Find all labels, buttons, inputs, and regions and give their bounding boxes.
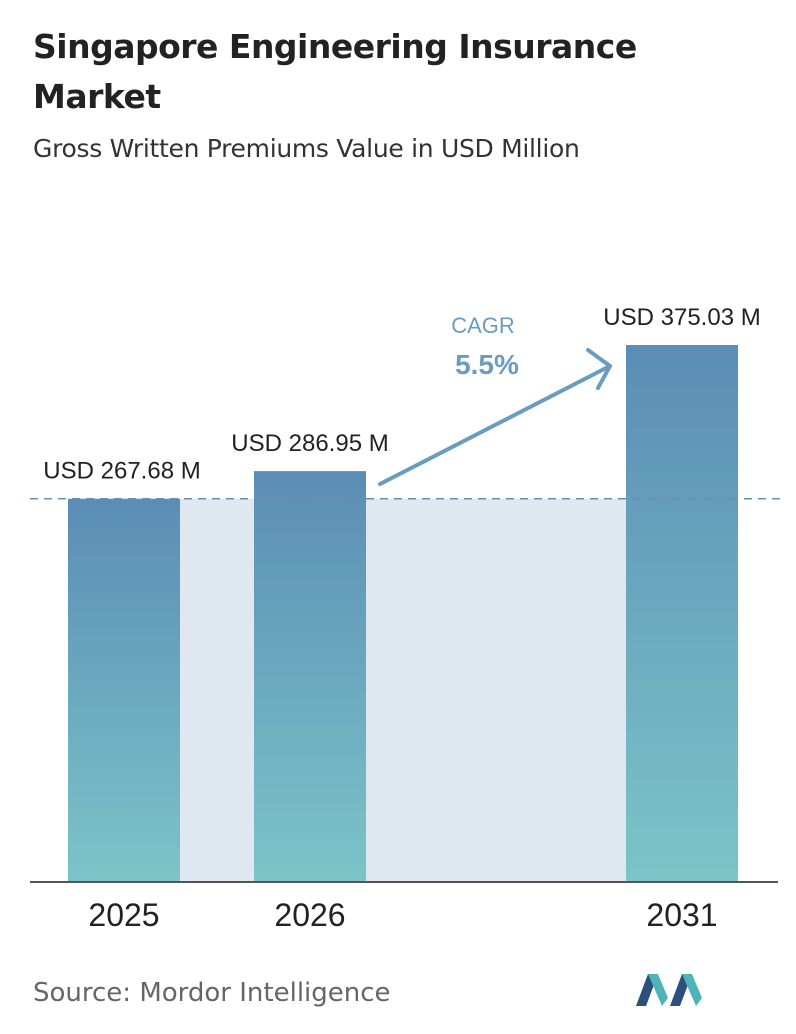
bar-2031	[626, 345, 738, 882]
x-tick-2026: 2026	[274, 897, 345, 933]
shaded-bands	[180, 498, 626, 882]
x-tick-2025: 2025	[88, 897, 159, 933]
mordor-intelligence-logo-icon	[636, 974, 702, 1006]
bar-2025	[68, 498, 180, 882]
cagr-label: CAGR	[451, 313, 515, 338]
cagr-arrow-head	[586, 348, 612, 390]
cagr-arrow	[378, 364, 612, 486]
value-label-2026: USD 286.95 M	[231, 430, 388, 457]
x-tick-2031: 2031	[646, 897, 717, 933]
bar-2026	[254, 471, 366, 882]
shaded-band	[366, 498, 626, 882]
source-note: Source: Mordor Intelligence	[33, 978, 391, 1008]
cagr-value: 5.5%	[455, 349, 519, 380]
chart-title: Singapore Engineering Insurance Market	[33, 27, 637, 116]
value-labels: USD 267.68 M USD 286.95 M USD 375.03 M	[43, 304, 760, 485]
value-label-2031: USD 375.03 M	[603, 304, 760, 331]
value-label-2025: USD 267.68 M	[43, 458, 200, 485]
shaded-band	[180, 498, 254, 882]
bars	[68, 345, 738, 882]
x-tick-labels: 2025 2026 2031	[88, 897, 717, 933]
chart-subtitle: Gross Written Premiums Value in USD Mill…	[33, 134, 580, 163]
